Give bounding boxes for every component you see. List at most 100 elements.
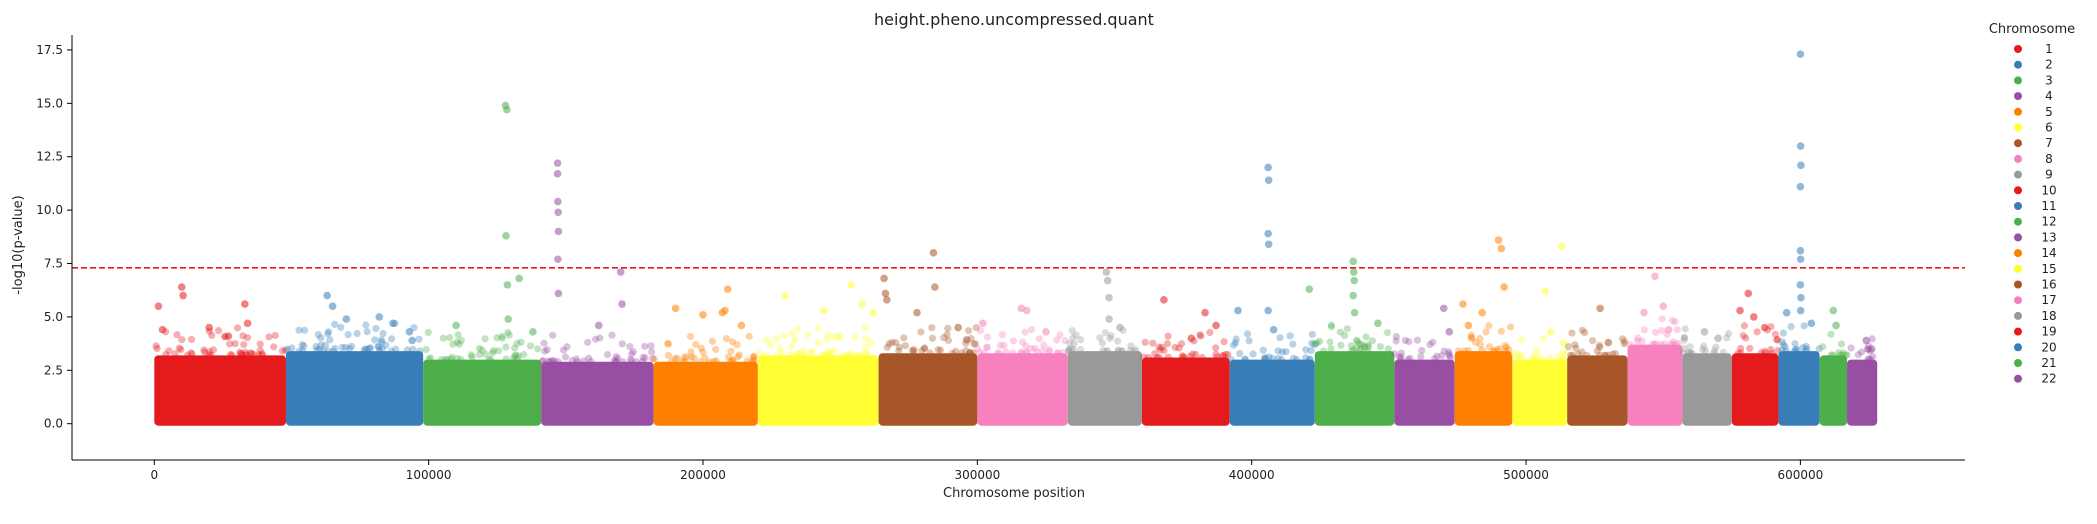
data-point bbox=[1803, 345, 1811, 353]
chromosome-20-band bbox=[1778, 351, 1820, 426]
data-point bbox=[1220, 338, 1228, 346]
legend-item-chromosome-12: 12 bbox=[2014, 215, 2057, 229]
data-point bbox=[1595, 341, 1603, 349]
data-point bbox=[1031, 344, 1039, 353]
data-point bbox=[1096, 334, 1104, 342]
data-point bbox=[513, 354, 522, 363]
data-point bbox=[1360, 342, 1368, 350]
data-point bbox=[918, 347, 926, 355]
data-point bbox=[543, 346, 551, 354]
data-point bbox=[1688, 349, 1696, 357]
data-point bbox=[1739, 332, 1747, 340]
data-point bbox=[1700, 328, 1709, 336]
data-point bbox=[869, 308, 877, 317]
data-point bbox=[755, 350, 763, 358]
data-point bbox=[772, 334, 780, 343]
data-point bbox=[781, 291, 790, 300]
data-point bbox=[227, 350, 235, 359]
legend-item-chromosome-15: 15 bbox=[2014, 262, 2057, 276]
chromosome-8-points bbox=[973, 304, 1069, 426]
data-point bbox=[1302, 346, 1310, 354]
data-point bbox=[910, 346, 918, 354]
data-point bbox=[1796, 182, 1805, 191]
chromosome-14-points bbox=[1454, 236, 1515, 426]
data-point bbox=[1069, 346, 1078, 354]
data-point bbox=[509, 355, 518, 363]
legend-item-chromosome-17: 17 bbox=[2014, 293, 2057, 307]
data-point bbox=[1231, 339, 1240, 347]
data-point bbox=[1105, 293, 1113, 302]
data-point bbox=[745, 332, 753, 340]
data-point bbox=[1500, 283, 1508, 291]
data-point bbox=[1712, 343, 1720, 351]
data-point bbox=[1144, 353, 1152, 362]
chromosome-1-band bbox=[154, 355, 286, 426]
data-point bbox=[457, 336, 465, 344]
data-point bbox=[324, 347, 332, 355]
chromosome-17-band bbox=[1627, 344, 1683, 426]
data-point bbox=[568, 357, 576, 365]
data-point bbox=[1155, 353, 1163, 361]
data-point bbox=[1350, 346, 1358, 354]
data-point bbox=[1061, 337, 1069, 345]
data-point bbox=[317, 334, 325, 342]
data-point bbox=[962, 347, 970, 355]
data-point bbox=[901, 342, 910, 350]
data-point bbox=[1571, 341, 1579, 349]
data-point bbox=[1561, 348, 1569, 356]
data-point bbox=[1368, 337, 1377, 345]
data-point bbox=[1118, 347, 1126, 355]
chromosome-21-points bbox=[1819, 306, 1851, 426]
data-point bbox=[371, 336, 379, 344]
data-point bbox=[337, 323, 345, 331]
data-point bbox=[1659, 302, 1668, 311]
data-point bbox=[1553, 353, 1561, 361]
data-point bbox=[1349, 291, 1358, 300]
data-point bbox=[1053, 336, 1061, 344]
data-point bbox=[862, 349, 870, 357]
data-point bbox=[574, 358, 582, 366]
data-point bbox=[734, 353, 742, 361]
chromosome-3-band bbox=[423, 359, 542, 426]
legend-label: 1 bbox=[2045, 42, 2053, 56]
data-point bbox=[1604, 351, 1613, 359]
data-point bbox=[1567, 351, 1575, 359]
data-point bbox=[1418, 346, 1426, 355]
legend-item-chromosome-7: 7 bbox=[2014, 136, 2053, 150]
data-point bbox=[1657, 341, 1665, 349]
data-point bbox=[650, 355, 658, 363]
data-point bbox=[1568, 329, 1576, 337]
legend-label: 2 bbox=[2045, 58, 2053, 72]
legend-marker bbox=[2014, 186, 2022, 195]
data-point bbox=[475, 350, 484, 359]
x-tick-label: 100000 bbox=[406, 468, 452, 482]
data-point bbox=[1269, 354, 1277, 362]
legend-marker bbox=[2014, 311, 2022, 320]
data-point bbox=[1620, 340, 1628, 348]
x-axis-label: Chromosome position bbox=[943, 486, 1085, 501]
legend-item-chromosome-1: 1 bbox=[2014, 42, 2053, 56]
data-point bbox=[628, 357, 636, 365]
data-point bbox=[1245, 337, 1253, 345]
x-tick-label: 500000 bbox=[1503, 468, 1549, 482]
data-point bbox=[1206, 328, 1214, 337]
data-point bbox=[1459, 300, 1467, 308]
data-point bbox=[1588, 337, 1597, 345]
data-point bbox=[243, 319, 252, 328]
data-point bbox=[1714, 334, 1722, 343]
data-point bbox=[233, 324, 242, 332]
data-point bbox=[546, 358, 554, 366]
data-point bbox=[964, 327, 973, 335]
data-point bbox=[1506, 323, 1515, 331]
data-point bbox=[1065, 347, 1073, 355]
data-point bbox=[727, 347, 735, 355]
data-point bbox=[1723, 334, 1731, 342]
data-point bbox=[792, 350, 801, 358]
data-point bbox=[271, 331, 279, 340]
data-point bbox=[612, 352, 620, 361]
data-point bbox=[313, 346, 321, 354]
data-point bbox=[1517, 336, 1525, 344]
data-point bbox=[966, 349, 974, 357]
data-point bbox=[1829, 351, 1837, 359]
data-point bbox=[1361, 343, 1369, 351]
